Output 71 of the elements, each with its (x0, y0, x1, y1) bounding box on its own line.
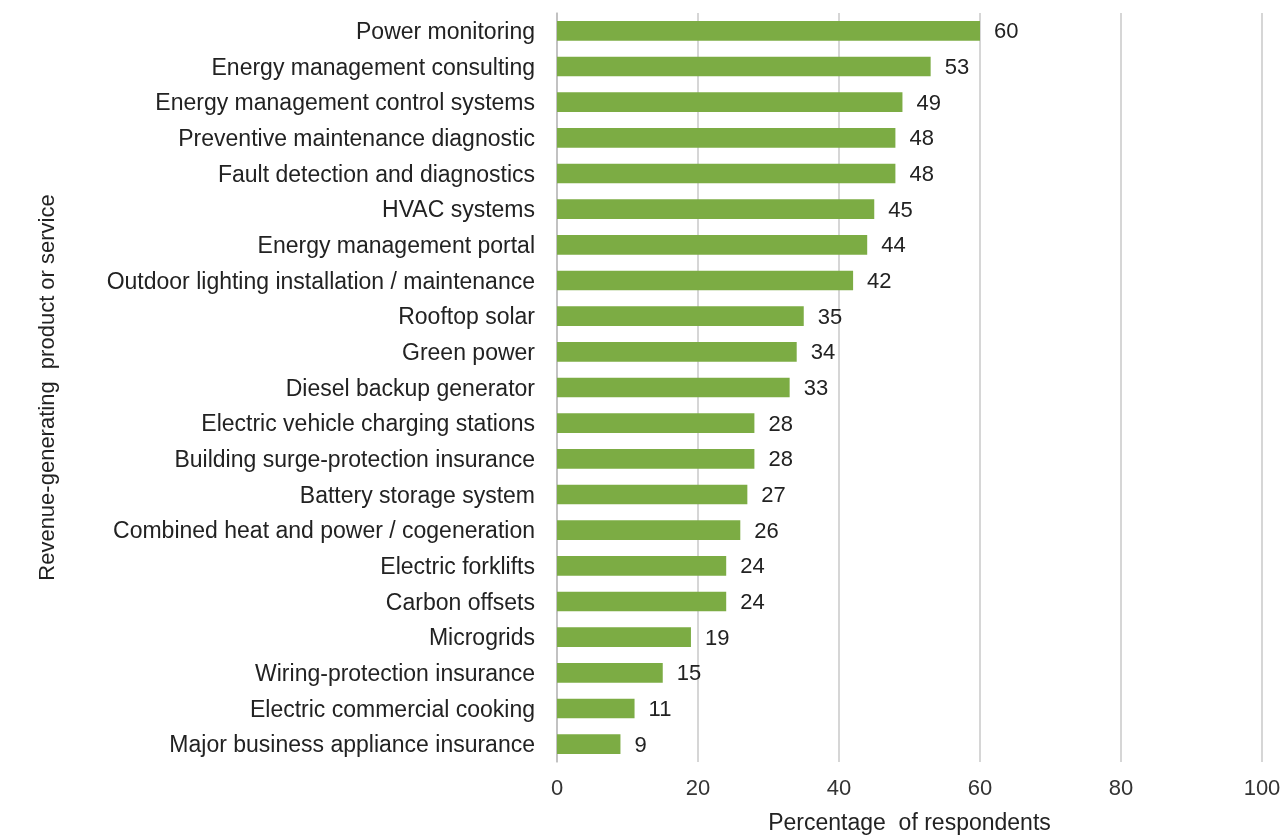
data-label: 28 (768, 446, 793, 472)
bar (557, 21, 980, 41)
y-axis-title: Revenue-generating product or service (33, 194, 59, 581)
data-label: 35 (817, 303, 843, 329)
y-tick-label: Microgrids (428, 624, 535, 651)
bar (557, 556, 727, 576)
bar (557, 698, 635, 719)
y-tick-label: Combined heat and power / cogeneration (113, 517, 535, 544)
x-tick-label: 80 (1108, 774, 1134, 800)
x-axis-title: Percentage of respondents (768, 808, 1051, 835)
data-label: 33 (803, 375, 829, 400)
data-label: 15 (676, 660, 702, 686)
y-tick-label: Diesel backup generator (285, 374, 536, 401)
bar (557, 591, 727, 612)
data-label: 34 (810, 339, 836, 365)
y-tick-label: Battery storage system (299, 481, 535, 508)
y-tick-label: Outdoor lighting installation / maintenance (106, 267, 535, 294)
y-tick-label: Electric commercial cooking (249, 695, 535, 722)
bar (557, 627, 691, 647)
y-tick-label: Wiring-protection insurance (255, 659, 535, 686)
data-label: 44 (881, 232, 906, 258)
y-tick-label: Green power (402, 338, 536, 365)
data-label: 11 (648, 696, 672, 721)
bar (557, 449, 755, 469)
data-label: 9 (634, 731, 647, 757)
y-tick-label: Major business appliance insurance (169, 731, 535, 758)
bar (557, 342, 797, 362)
y-tick-label: Fault detection and diagnostics (217, 160, 535, 187)
data-label: 45 (888, 196, 913, 222)
bar (557, 56, 931, 77)
data-label: 48 (909, 125, 934, 151)
y-tick-label: Electric vehicle charging stations (201, 410, 535, 437)
bar (557, 128, 896, 148)
bar (557, 270, 854, 291)
y-tick-label: Electric forklifts (380, 552, 535, 579)
data-label: 26 (754, 517, 779, 543)
bar (557, 734, 621, 754)
y-tick-label: Building surge-protection insurance (174, 445, 535, 472)
y-tick-label: Energy management consulting (211, 53, 535, 80)
bar (557, 92, 903, 112)
data-label: 53 (944, 54, 970, 79)
data-label: 48 (909, 161, 934, 186)
x-tick-label: 100 (1243, 774, 1281, 800)
x-tick-label: 40 (826, 774, 852, 800)
bar (557, 377, 790, 398)
bar (557, 413, 755, 433)
data-label: 24 (740, 589, 765, 614)
data-label: 60 (994, 18, 1019, 44)
x-tick-label: 0 (550, 774, 564, 800)
data-label: 24 (740, 553, 765, 579)
y-tick-label: Power monitoring (356, 17, 535, 44)
y-tick-label: HVAC systems (382, 196, 535, 223)
bar (557, 306, 804, 326)
y-tick-label: Energy management control systems (155, 89, 535, 116)
data-label: 49 (916, 89, 941, 115)
x-tick-label: 20 (685, 774, 711, 800)
y-tick-label: Carbon offsets (385, 588, 535, 615)
data-label: 42 (867, 268, 892, 293)
bar (557, 235, 868, 255)
y-tick-label: Preventive maintenance diagnostic (178, 124, 535, 151)
data-label: 28 (768, 410, 793, 436)
bar (557, 163, 896, 184)
y-tick-label: Rooftop solar (398, 303, 536, 330)
y-tick-label: Energy management portal (257, 231, 535, 258)
x-tick-label: 60 (967, 774, 993, 800)
bar (557, 484, 748, 505)
data-label: 27 (761, 482, 786, 507)
bar (557, 663, 663, 683)
data-label: 19 (704, 624, 730, 650)
bar (557, 520, 741, 540)
bar (557, 199, 875, 219)
